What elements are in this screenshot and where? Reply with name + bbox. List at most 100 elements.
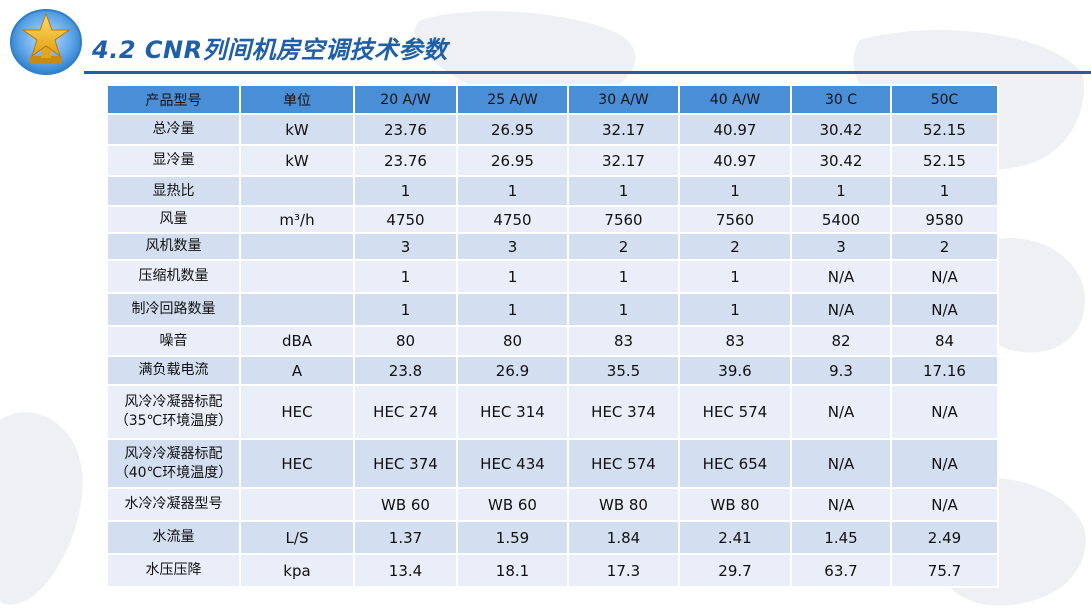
title-underline <box>84 71 1091 74</box>
table-cell: 2 <box>678 232 792 261</box>
table-cell: 1 <box>456 292 569 327</box>
row-unit <box>239 487 355 522</box>
table-cell: 1 <box>567 259 680 294</box>
table-cell: 7560 <box>678 205 792 234</box>
table-cell: HEC 274 <box>353 384 458 440</box>
header-cell: 产品型号 <box>106 84 241 115</box>
row-unit: dBA <box>239 325 355 357</box>
table-cell: HEC 574 <box>567 438 680 489</box>
table-row: 满负载电流 A 23.8 26.9 35.5 39.6 9.3 17.16 <box>106 355 999 386</box>
table-cell: 18.1 <box>456 553 569 588</box>
header-cell: 20 A/W <box>353 84 458 115</box>
table-row: 风机数量 3 3 2 2 3 2 <box>106 232 999 261</box>
table-cell: 75.7 <box>890 553 999 588</box>
table-cell: N/A <box>790 292 892 327</box>
table-cell: 84 <box>890 325 999 357</box>
row-label: 水冷冷凝器型号 <box>106 487 241 522</box>
table-cell: 83 <box>678 325 792 357</box>
table-cell: 7560 <box>567 205 680 234</box>
table-cell: 23.8 <box>353 355 458 386</box>
row-label: 显热比 <box>106 175 241 207</box>
row-unit: m³/h <box>239 205 355 234</box>
row-label: 压缩机数量 <box>106 259 241 294</box>
table-cell: 1.37 <box>353 520 458 555</box>
header-cell: 30 A/W <box>567 84 680 115</box>
table-cell: 3 <box>790 232 892 261</box>
table-cell: 83 <box>567 325 680 357</box>
table-cell: N/A <box>890 259 999 294</box>
table-cell: N/A <box>790 487 892 522</box>
table-cell: 17.16 <box>890 355 999 386</box>
table-cell: N/A <box>790 259 892 294</box>
table-cell: WB 60 <box>353 487 458 522</box>
table-cell: 1 <box>353 259 458 294</box>
table-cell: 52.15 <box>890 144 999 177</box>
table-cell: 23.76 <box>353 113 458 146</box>
row-label: 水压压降 <box>106 553 241 588</box>
spec-table-container: 产品型号 单位 20 A/W 25 A/W 30 A/W 40 A/W 30 C… <box>106 84 999 588</box>
table-cell: WB 80 <box>678 487 792 522</box>
row-label-line2: （40℃环境温度） <box>114 464 233 481</box>
row-unit <box>239 232 355 261</box>
table-cell: 1.84 <box>567 520 680 555</box>
row-unit: kW <box>239 113 355 146</box>
row-label: 制冷回路数量 <box>106 292 241 327</box>
table-cell: N/A <box>890 384 999 440</box>
row-label-line1: 风冷冷凝器标配 <box>124 394 223 410</box>
table-cell: 4750 <box>456 205 569 234</box>
row-label-line2: （35℃环境温度） <box>114 413 233 429</box>
table-cell: 35.5 <box>567 355 680 386</box>
row-label: 噪音 <box>106 325 241 357</box>
row-unit <box>239 175 355 207</box>
table-cell: 1 <box>678 292 792 327</box>
row-label: 显冷量 <box>106 144 241 177</box>
table-cell: 1 <box>890 175 999 207</box>
table-cell: N/A <box>890 487 999 522</box>
table-cell: HEC 434 <box>456 438 569 489</box>
row-unit: HEC <box>239 438 355 489</box>
table-cell: HEC 374 <box>567 384 680 440</box>
row-unit <box>239 259 355 294</box>
row-label-line1: 风冷冷凝器标配 <box>124 445 223 462</box>
page-title: 4.2 CNR列间机房空调技术参数 <box>92 36 448 64</box>
table-cell: 26.95 <box>456 144 569 177</box>
table-cell: 3 <box>353 232 458 261</box>
row-unit <box>239 292 355 327</box>
table-cell: 40.97 <box>678 144 792 177</box>
row-unit: kW <box>239 144 355 177</box>
header-cell: 25 A/W <box>456 84 569 115</box>
table-cell: 2.41 <box>678 520 792 555</box>
table-row: 水流量 L/S 1.37 1.59 1.84 2.41 1.45 2.49 <box>106 520 999 555</box>
table-row: 风冷冷凝器标配 （35℃环境温度） HEC HEC 274 HEC 314 HE… <box>106 384 999 440</box>
header-cell: 50C <box>890 84 999 115</box>
table-row: 总冷量 kW 23.76 26.95 32.17 40.97 30.42 52.… <box>106 113 999 146</box>
table-cell: HEC 314 <box>456 384 569 440</box>
table-cell: 1.59 <box>456 520 569 555</box>
table-cell: WB 80 <box>567 487 680 522</box>
header-row: 产品型号 单位 20 A/W 25 A/W 30 A/W 40 A/W 30 C… <box>106 84 999 115</box>
table-cell: 17.3 <box>567 553 680 588</box>
table-cell: 32.17 <box>567 113 680 146</box>
table-row: 制冷回路数量 1 1 1 1 N/A N/A <box>106 292 999 327</box>
row-label: 风冷冷凝器标配 （35℃环境温度） <box>106 384 241 440</box>
row-label: 水流量 <box>106 520 241 555</box>
table-cell: 1.45 <box>790 520 892 555</box>
table-row: 显热比 1 1 1 1 1 1 <box>106 175 999 207</box>
table-cell: HEC 374 <box>353 438 458 489</box>
table-cell: 4750 <box>353 205 458 234</box>
table-cell: 82 <box>790 325 892 357</box>
row-label: 风冷冷凝器标配 （40℃环境温度） <box>106 438 241 489</box>
table-cell: 13.4 <box>353 553 458 588</box>
header-cell: 单位 <box>239 84 355 115</box>
table-cell: N/A <box>890 292 999 327</box>
row-unit: HEC <box>239 384 355 440</box>
table-cell: 1 <box>678 175 792 207</box>
table-row: 水压压降 kpa 13.4 18.1 17.3 29.7 63.7 75.7 <box>106 553 999 588</box>
table-cell: 26.95 <box>456 113 569 146</box>
header-cell: 30 C <box>790 84 892 115</box>
table-cell: 63.7 <box>790 553 892 588</box>
table-cell: 5400 <box>790 205 892 234</box>
table-cell: 1 <box>456 175 569 207</box>
table-cell: 1 <box>567 175 680 207</box>
table-cell: 39.6 <box>678 355 792 386</box>
